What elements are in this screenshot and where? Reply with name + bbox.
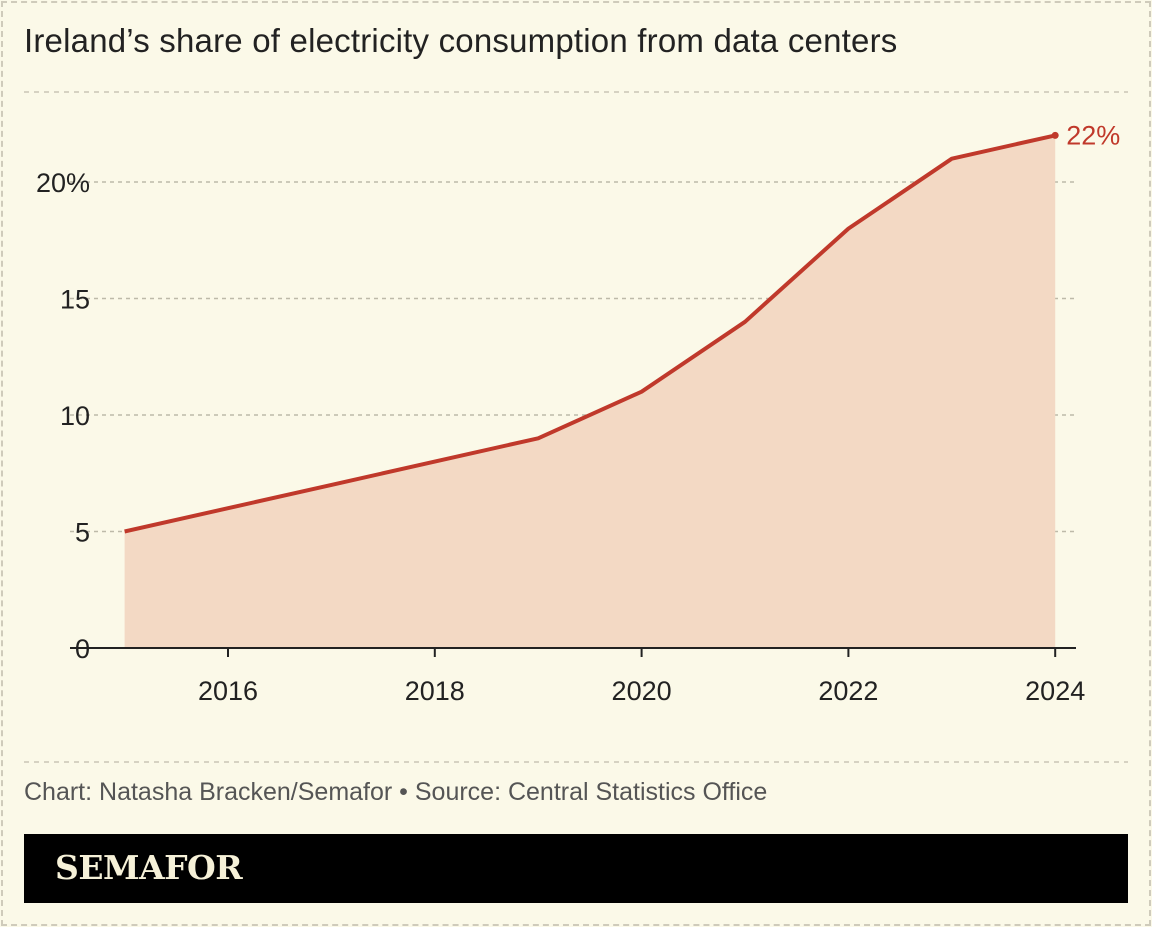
y-tick-label: 15 xyxy=(60,285,90,315)
x-tick-label: 2024 xyxy=(1025,676,1085,706)
chart-title: Ireland’s share of electricity consumpti… xyxy=(24,22,898,59)
y-tick-label: 20% xyxy=(36,168,90,198)
y-tick-label: 5 xyxy=(75,518,90,548)
brand-bar: SEMAFOR xyxy=(24,834,1128,903)
x-tick-label: 2022 xyxy=(818,676,878,706)
x-tick-label: 2016 xyxy=(198,676,258,706)
chart-credit: Chart: Natasha Bracken/Semafor • Source:… xyxy=(24,778,768,806)
series-line xyxy=(124,133,1056,534)
x-tick-label: 2018 xyxy=(405,676,465,706)
semafor-logo: SEMAFOR xyxy=(55,848,243,887)
end-value-label: 22% xyxy=(1066,120,1120,150)
y-tick-label: 10 xyxy=(60,401,90,431)
x-tick-label: 2020 xyxy=(612,676,672,706)
end-point xyxy=(1051,131,1059,139)
area-fill xyxy=(124,135,1056,648)
